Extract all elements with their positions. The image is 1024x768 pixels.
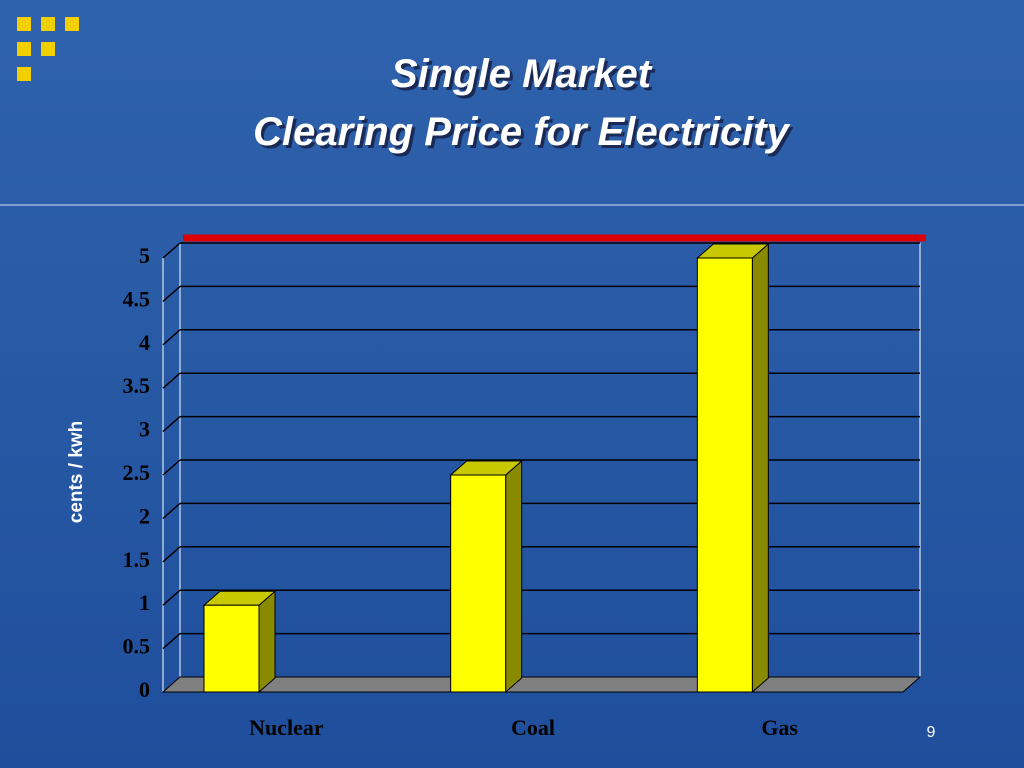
tick-mark [162,459,181,476]
bar [203,604,260,693]
plot: 0 0.5 1 1.5 2 2.5 3 3.5 4 4.5 5 Nuclear Coal Gas [123,234,926,740]
logo-squares [17,17,79,81]
tick-mark [162,242,181,259]
y-tick-label: 4.5 [123,286,151,311]
y-tick-label: 0.5 [123,634,151,659]
title-shadow: Single Market [394,55,656,99]
bar-side [505,459,523,694]
title-shadow: Clearing Price for Electricity [256,113,794,157]
bar [450,474,507,693]
bar [696,257,753,693]
tick-mark [162,285,181,302]
tick-mark [162,546,181,563]
tick-mark [162,633,181,650]
y-tick-label: 1 [139,590,150,615]
y-axis-label: cents / kwh [66,421,87,523]
tick-mark [162,416,181,433]
tick-mark [162,372,181,389]
y-tick-label: 2.5 [123,460,151,485]
x-tick-label: Coal [511,715,555,740]
floor [161,676,922,693]
x-tick-label: Nuclear [249,715,324,740]
bar-side [751,242,769,694]
y-tick-label: 1.5 [123,547,151,572]
y-tick-label: 4 [139,330,150,355]
y-tick-label: 3 [139,417,150,442]
y-tick-label: 3.5 [123,373,151,398]
y-tick-label: 2 [139,503,150,528]
chart-title: Single Market [391,52,653,96]
y-tick-label: 0 [139,677,150,702]
y-tick-label: 5 [139,243,150,268]
tick-mark [162,589,181,606]
x-tick-label: Gas [761,715,798,740]
chart-title: Clearing Price for Electricity [253,110,791,154]
tick-mark [162,329,181,346]
page-number: 9 [927,724,936,741]
tick-mark [162,502,181,519]
bar-side [258,590,276,694]
